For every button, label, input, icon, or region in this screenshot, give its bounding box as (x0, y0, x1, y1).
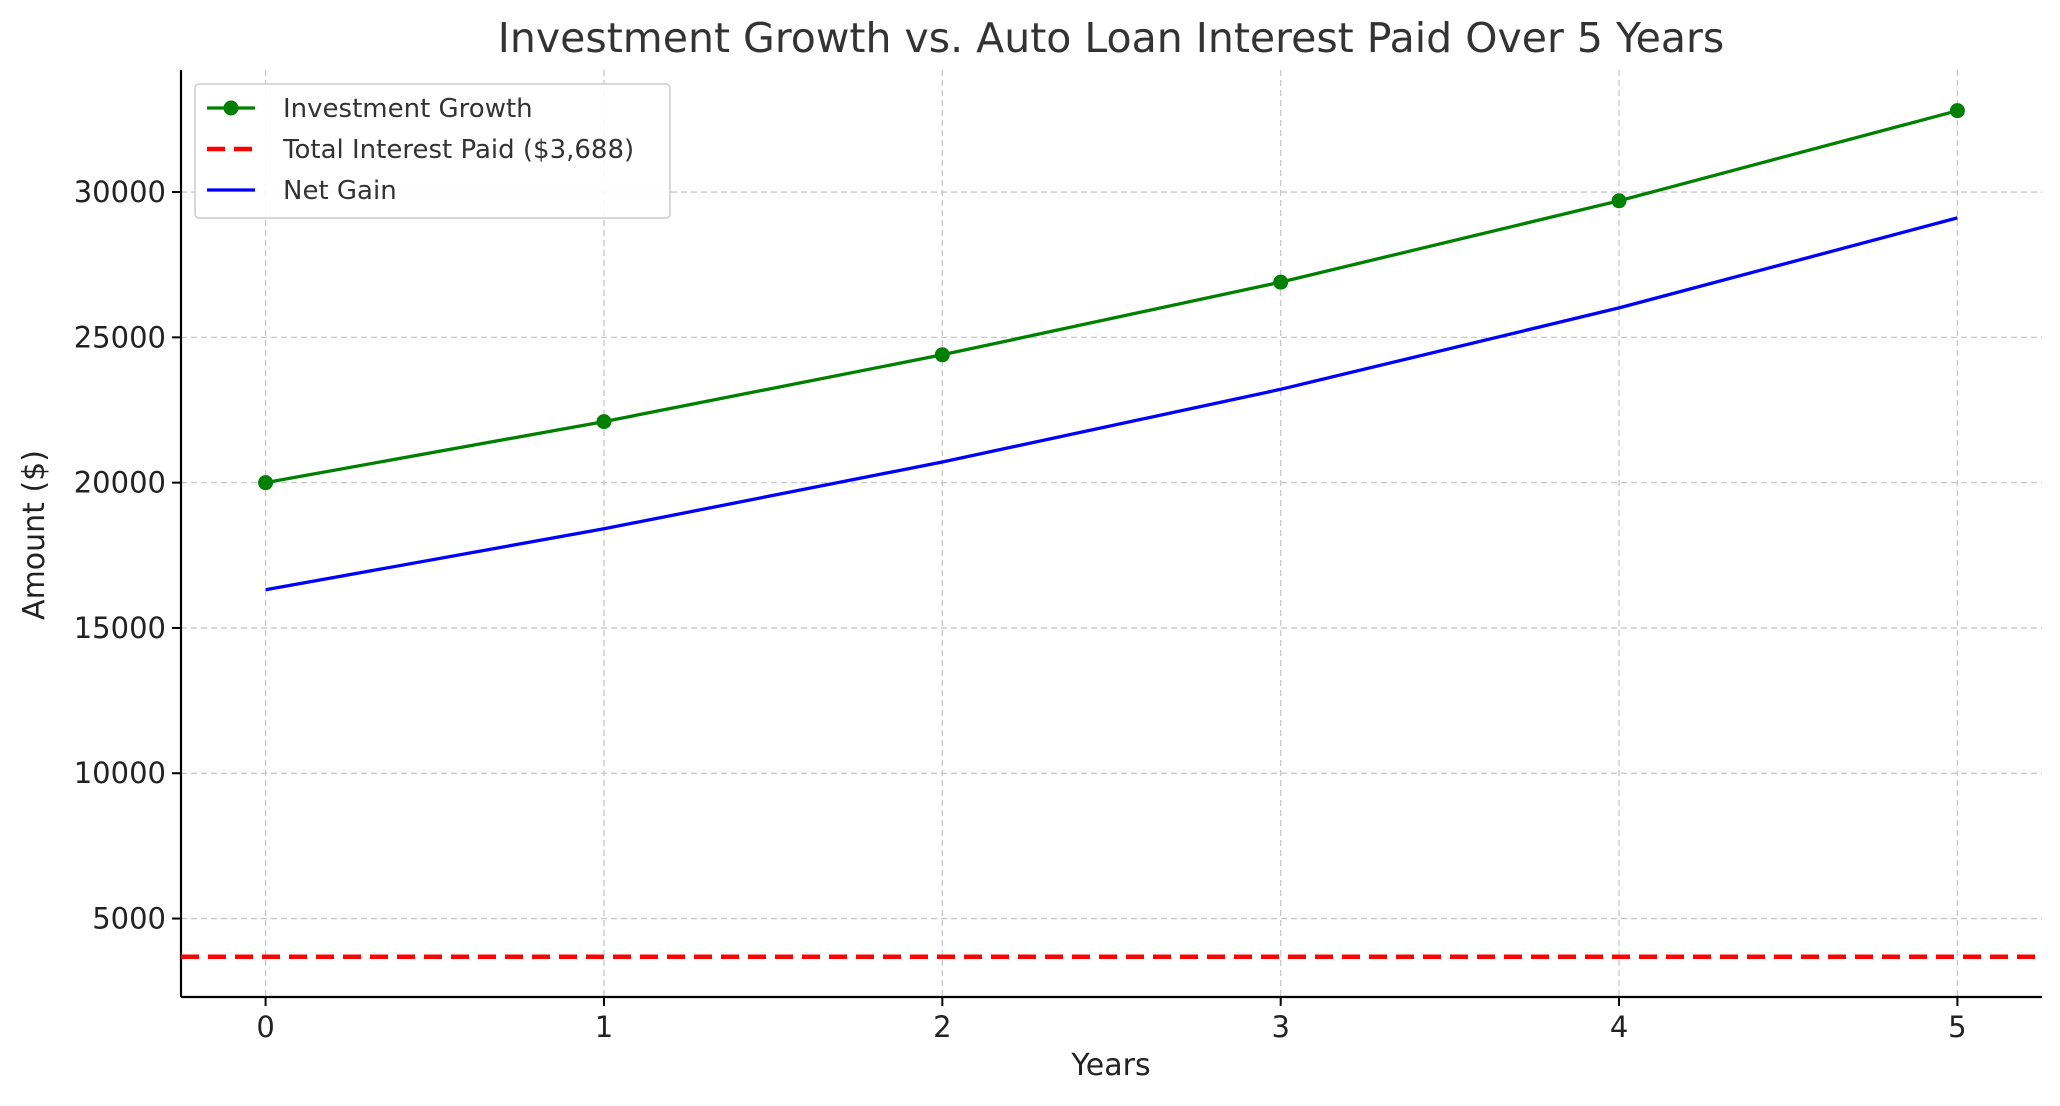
y-tick-label: 10000 (74, 756, 166, 790)
x-tick-label: 5 (1948, 1010, 1966, 1044)
series-line-1 (265, 109, 1958, 485)
series-1-point (596, 414, 612, 430)
series-1-point (258, 475, 274, 491)
series-1-point (1273, 274, 1289, 290)
y-tick-label: 20000 (74, 466, 166, 500)
y-tick-label: 30000 (74, 175, 166, 209)
x-tick-label: 1 (595, 1010, 613, 1044)
legend-label-1: Investment Growth (283, 94, 533, 124)
legend-box (194, 83, 671, 219)
series-1-point (934, 347, 950, 363)
x-tick-label: 3 (1271, 1010, 1289, 1044)
series-line-3 (265, 216, 1958, 592)
y-tick-label: 5000 (92, 902, 166, 936)
x-tick-label: 4 (1610, 1010, 1628, 1044)
y-axis-label: Amount ($) (17, 450, 52, 620)
x-tick-label: 0 (256, 1010, 274, 1044)
x-tick-label: 2 (933, 1010, 951, 1044)
x-axis-label: Years (1070, 1048, 1150, 1083)
series-1-point (1949, 103, 1965, 119)
chart-title: Investment Growth vs. Auto Loan Interest… (498, 14, 1724, 62)
legend-label-3: Net Gain (283, 176, 397, 206)
legend-marker-1 (223, 100, 239, 116)
y-tick-label: 15000 (74, 611, 166, 645)
y-tick-label: 25000 (74, 320, 166, 354)
legend-label-2: Total Interest Paid ($3,688) (282, 135, 634, 165)
series-1-point (1611, 193, 1627, 209)
